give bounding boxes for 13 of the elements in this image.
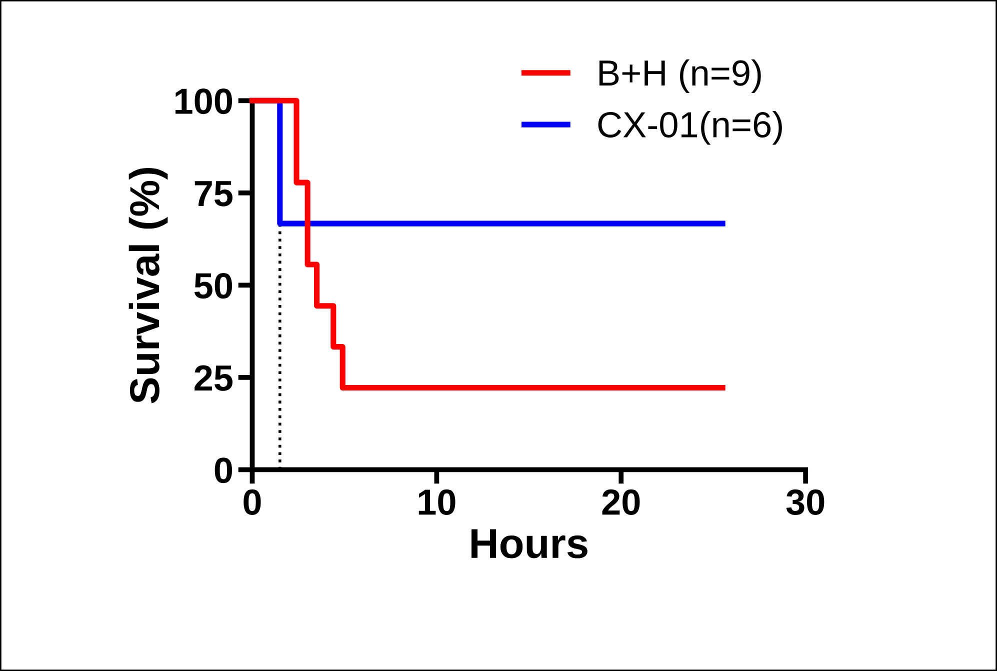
y-tick-label: 75 [194, 181, 232, 206]
legend-label: CX-01(n=6) [598, 111, 782, 145]
y-tick-label: 0 [214, 458, 232, 484]
y-tick-label: 100 [176, 88, 232, 114]
x-tick-label: 20 [602, 489, 640, 515]
x-tick-label: 0 [244, 489, 261, 515]
y-tick-label: 50 [194, 273, 232, 299]
legend-label: B+H (n=9) [599, 59, 761, 93]
x-axis-title: Hours [472, 529, 588, 558]
y-tick-label: 25 [194, 365, 232, 391]
y-axis-title: Survival (%) [128, 168, 168, 404]
x-tick-label: 10 [418, 489, 456, 515]
x-tick-label: 30 [786, 489, 824, 516]
